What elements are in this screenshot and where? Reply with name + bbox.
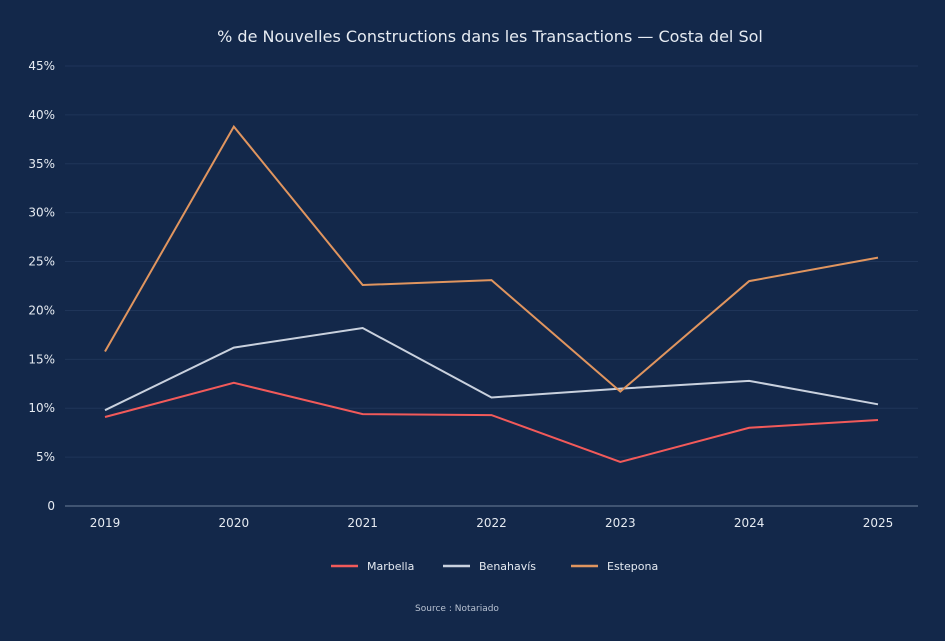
y-tick-label: 30% xyxy=(28,206,55,220)
x-tick-label: 2019 xyxy=(90,516,121,530)
y-tick-label: 0 xyxy=(47,499,55,513)
series-line-benahavís xyxy=(104,327,879,412)
x-tick-label: 2020 xyxy=(219,516,250,530)
series-line-marbella xyxy=(104,381,879,464)
y-tick-label: 35% xyxy=(28,157,55,171)
source-note: Source : Notariado xyxy=(415,604,499,614)
y-tick-label: 5% xyxy=(36,450,55,464)
y-tick-label: 20% xyxy=(28,303,55,317)
y-tick-label: 25% xyxy=(28,255,55,269)
x-tick-label: 2024 xyxy=(734,516,765,530)
x-tick-label: 2022 xyxy=(476,516,507,530)
y-tick-label: 10% xyxy=(28,401,55,415)
x-tick-label: 2025 xyxy=(863,516,894,530)
legend-label: Estepona xyxy=(607,560,658,573)
y-tick-label: 45% xyxy=(28,59,55,73)
legend-label: Benahavís xyxy=(479,560,536,573)
x-tick-label: 2021 xyxy=(347,516,378,530)
legend-label: Marbella xyxy=(367,560,414,573)
x-tick-label: 2023 xyxy=(605,516,636,530)
series-line-estepona xyxy=(104,124,879,393)
chart-title: % de Nouvelles Constructions dans les Tr… xyxy=(217,27,763,46)
y-tick-label: 40% xyxy=(28,108,55,122)
y-tick-label: 15% xyxy=(28,352,55,366)
